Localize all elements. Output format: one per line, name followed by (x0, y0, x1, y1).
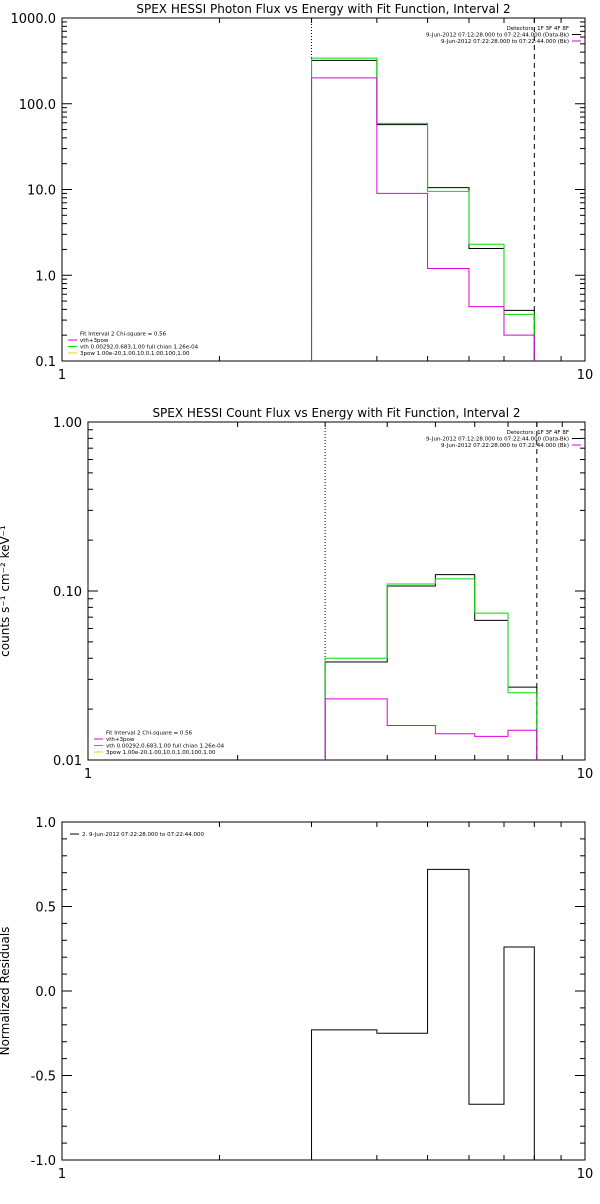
plot-frame (61, 17, 586, 362)
x-tick-label: 10 (577, 1167, 594, 1182)
chart-title: SPEX HESSI Count Flux vs Energy with Fit… (152, 406, 520, 420)
x-tick-label: 10 (577, 368, 594, 383)
legend-text: vth+3pow (80, 338, 109, 344)
y-axis-label: counts s⁻¹ cm⁻² keV⁻¹ (0, 525, 12, 657)
y-tick-label: 0.5 (35, 901, 56, 916)
y-tick-label: 1.0 (35, 816, 56, 831)
series-step-line-1 (311, 59, 535, 361)
y-tick-label: 10.0 (27, 184, 56, 199)
legend-text: 3pow 1.00e-20,1.00,10.0,1.00,100,1.00 (80, 351, 190, 357)
legend-text: vth+3pow (106, 737, 135, 743)
series-step-line-2 (311, 57, 535, 361)
series-step-line-3 (311, 77, 535, 361)
x-tick-label: 1 (84, 767, 92, 782)
chart-panel-1: SPEX HESSI Photon Flux vs Energy with Fi… (11, 2, 594, 383)
y-tick-label: 0.10 (53, 585, 82, 600)
legend-text: vth 0.00292,0.683,1.00 full chian 1.26e-… (106, 744, 225, 750)
y-tick-label: 1000.0 (11, 12, 57, 27)
x-tick-label: 1 (58, 1167, 66, 1182)
legend-text: Fit Interval 2 Chi-square = 0.56 (80, 332, 167, 338)
legend-text: Detectors: 1F 3F 4F 8F (507, 430, 569, 436)
legend-text: 2. 9-Jun-2012 07:22:28.000 to 07:22:44.0… (82, 832, 205, 838)
legend-text: 9-Jun-2012 07:12:28.000 to 07:22:44.000 … (426, 33, 569, 39)
legend-text: 3pow 1.00e-20,1.00,10.0,1.00,100,1.00 (106, 750, 216, 756)
legend-text: vth 0.00292,0.683,1.00 full chian 1.26e-… (80, 345, 199, 351)
y-tick-label: 0.0 (35, 985, 56, 1000)
series-step-line-1 (311, 868, 535, 1160)
series-step-line-2 (324, 578, 538, 760)
y-tick-label: -1.0 (31, 1154, 56, 1169)
y-tick-label: 0.01 (53, 754, 82, 769)
x-tick-label: 1 (58, 368, 66, 383)
legend-text: 9-Jun-2012 07:12:28.000 to 07:22:44.000 … (426, 437, 569, 443)
series-step-line-3 (324, 698, 538, 760)
y-axis-label: Normalized Residuals (0, 927, 12, 1056)
legend-text: Fit Interval 2 Chi-square = 0.56 (106, 731, 193, 737)
plot-frame (87, 421, 586, 761)
y-tick-label: -0.5 (31, 1070, 56, 1085)
legend-text: 9-Jun-2012 07:22:28.000 to 07:22:44.000 … (441, 39, 569, 45)
y-tick-label: 0.1 (35, 355, 56, 370)
plot-frame (61, 821, 586, 1161)
chart-panel-3: 1 10 1.0 0.5 0.0 -0.5 -1.0 Normalized Residuals… (0, 816, 593, 1182)
y-tick-label: 1.00 (53, 416, 82, 431)
chart-title: SPEX HESSI Photon Flux vs Energy with Fi… (136, 2, 510, 16)
y-tick-label: 1.0 (35, 269, 56, 284)
x-tick-label: 10 (577, 767, 594, 782)
y-tick-label: 100.0 (19, 98, 56, 113)
legend-text: Detectors: 1F 3F 4F 8F (507, 26, 569, 32)
chart-panel-2: SPEX HESSI Count Flux vs Energy with Fit… (0, 406, 593, 782)
legend-text: 9-Jun-2012 07:22:28.000 to 07:22:44.000 … (441, 443, 569, 449)
series-step-line-1 (324, 574, 538, 760)
